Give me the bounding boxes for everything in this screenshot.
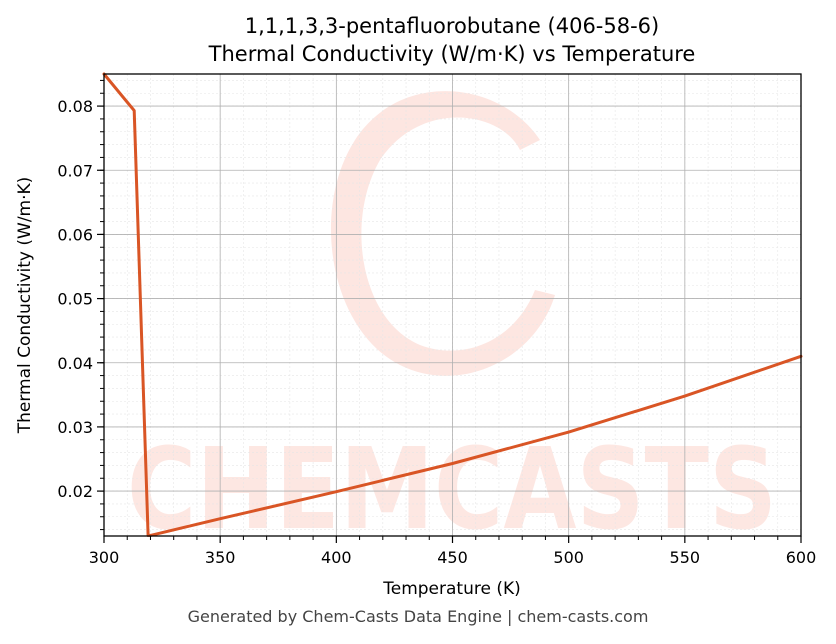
y-tick-label: 0.03 xyxy=(57,418,93,437)
watermark: CHEMCASTS xyxy=(127,91,777,555)
y-tick-label: 0.04 xyxy=(57,354,93,373)
x-tick-label: 550 xyxy=(670,548,701,567)
x-tick-label: 450 xyxy=(437,548,468,567)
y-tick-label: 0.06 xyxy=(57,225,93,244)
watermark-logo-icon xyxy=(330,91,555,376)
y-tick-label: 0.02 xyxy=(57,482,93,501)
series-line xyxy=(102,72,803,537)
x-axis-label: Temperature (K) xyxy=(382,579,521,599)
footer-credit: Generated by Chem-Casts Data Engine | ch… xyxy=(187,607,649,626)
x-tick-label: 300 xyxy=(89,548,120,567)
y-tick-label: 0.08 xyxy=(57,97,93,116)
series-layer xyxy=(102,72,803,537)
chart-title: 1,1,1,3,3-pentafluorobutane (406-58-6) xyxy=(245,14,660,38)
y-axis-label: Thermal Conductivity (W/m·K) xyxy=(15,177,35,435)
x-tick-label: 600 xyxy=(786,548,817,567)
x-tick-label: 500 xyxy=(553,548,584,567)
watermark-text: CHEMCASTS xyxy=(127,425,777,555)
x-tick-label: 350 xyxy=(205,548,236,567)
x-tick-label: 400 xyxy=(321,548,352,567)
ticks xyxy=(97,79,802,543)
tick-labels: 300 350 400 450 500 550 600 0.02 0.03 0.04 0.05 0.0… xyxy=(57,97,816,567)
y-tick-label: 0.07 xyxy=(57,161,93,180)
y-tick-label: 0.05 xyxy=(57,290,93,309)
chart: CHEMCASTS 1,1,1,3,3-pentafluorobutane (4… xyxy=(15,14,816,599)
chart-subtitle: Thermal Conductivity (W/m·K) vs Temperat… xyxy=(208,42,696,66)
